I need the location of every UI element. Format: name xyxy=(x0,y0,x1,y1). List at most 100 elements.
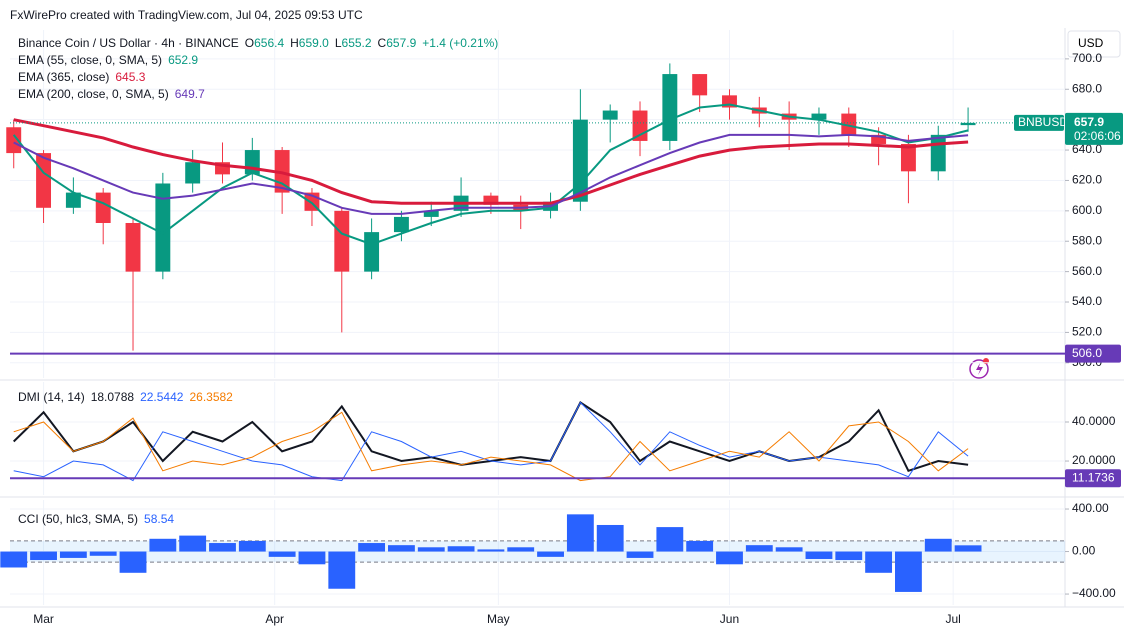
cci-bar xyxy=(0,551,28,568)
cci-bar xyxy=(954,545,982,552)
quote-key: H xyxy=(290,36,299,50)
pane: 400.00 0.00 −400.00 xyxy=(0,500,1116,605)
indicator-line xyxy=(13,401,969,482)
candle-body xyxy=(393,216,409,233)
legend: DMI (14, 14) 18.0788 22.5442 26.3582 xyxy=(18,390,239,407)
y-tick-label: 400.00 xyxy=(1072,501,1109,515)
legend: Binance Coin / US Dollar · 4h · BINANCE O… xyxy=(18,36,504,104)
legend-entry: EMA (200, close, 0, SMA, 5) xyxy=(18,87,169,101)
y-tick-label: 560.0 xyxy=(1072,264,1102,278)
cci-bar xyxy=(298,551,326,565)
y-tick-label: 580.0 xyxy=(1072,233,1102,247)
x-tick-label: May xyxy=(487,612,510,626)
candle-body xyxy=(841,113,857,135)
x-tick-label: Mar xyxy=(33,612,54,626)
x-tick-label: Jul xyxy=(945,612,960,626)
cci-bar xyxy=(388,545,415,552)
currency: USD xyxy=(1078,36,1104,50)
quote-value: 657.9 xyxy=(386,36,417,50)
candle-body xyxy=(6,127,22,154)
legend-row: DMI (14, 14) 18.0788 22.5442 26.3582 xyxy=(18,390,239,407)
y-tick-label: 620.0 xyxy=(1072,173,1102,187)
candle-body xyxy=(662,74,678,141)
cci-bar xyxy=(238,540,266,552)
cci-bar xyxy=(865,551,893,573)
countdown: 02:06:06 xyxy=(1074,129,1121,143)
legend-value: 58.54 xyxy=(144,512,175,526)
legend-value: 18.0788 xyxy=(90,390,135,404)
y-tick-label: 680.0 xyxy=(1072,81,1102,95)
cci-bar xyxy=(507,547,535,552)
cci-bar xyxy=(924,538,952,552)
cci-bar xyxy=(537,551,564,557)
cci-bar xyxy=(596,524,624,552)
cci-bar xyxy=(626,551,654,558)
candle-body xyxy=(871,134,887,144)
candle-body xyxy=(572,119,588,202)
x-tick-label: Jun xyxy=(720,612,739,626)
y-tick-label: 520.0 xyxy=(1072,325,1102,339)
legend-row: EMA (365, close) 645.3 xyxy=(18,70,504,87)
y-tick-label: 0.00 xyxy=(1072,544,1096,558)
cci-bar xyxy=(686,540,714,552)
hline-label: 506.0 xyxy=(1072,346,1102,360)
currency-box[interactable] xyxy=(1067,30,1121,58)
cci-bar xyxy=(328,551,356,589)
candle-body xyxy=(65,192,81,208)
candle-body xyxy=(185,162,201,184)
ema-line xyxy=(12,103,969,246)
candle-body xyxy=(334,210,350,272)
quote-key: O xyxy=(244,36,255,50)
y-tick-label: 20.0000 xyxy=(1072,453,1116,467)
quote-key: L xyxy=(334,36,342,50)
candle-body xyxy=(930,134,946,172)
candle-body xyxy=(364,232,380,272)
pane: 500.0520.0540.0560.0580.0600.0620.0640.0… xyxy=(6,30,1102,378)
ema-line xyxy=(13,133,969,215)
quote-key: C xyxy=(377,36,387,50)
quote-value: 659.0 xyxy=(298,36,329,50)
candle-body xyxy=(900,143,916,172)
y-tick-label: 600.0 xyxy=(1072,203,1102,217)
y-tick-label: 640.0 xyxy=(1072,142,1102,156)
candle-body xyxy=(483,195,499,205)
candle-body xyxy=(244,150,260,175)
symbol-box xyxy=(1014,114,1064,131)
candle-body xyxy=(960,122,976,126)
hline-label-box xyxy=(1065,344,1121,363)
y-tick-label: 540.0 xyxy=(1072,294,1102,308)
cci-bar xyxy=(209,543,236,552)
price-box xyxy=(1065,112,1123,145)
change: +1.4 (+0.21%) xyxy=(422,36,499,50)
legend-row: EMA (200, close, 0, SMA, 5) 649.7 xyxy=(18,87,504,104)
legend-value: 652.9 xyxy=(168,53,199,67)
x-tick-label: Apr xyxy=(265,612,284,626)
cci-bar xyxy=(417,547,445,552)
cci-bar xyxy=(30,551,57,561)
legend-value: 649.7 xyxy=(174,87,205,101)
candle-body xyxy=(36,153,52,208)
cci-bar xyxy=(805,551,833,559)
legend-value: 645.3 xyxy=(115,70,146,84)
cci-bar xyxy=(835,551,863,561)
symbol-label: BNBUSD xyxy=(1018,115,1068,129)
candle-body xyxy=(125,222,141,272)
candle-body xyxy=(423,210,439,217)
legend-value: 22.5442 xyxy=(140,390,184,404)
indicator-title: CCI (50, hlc3, SMA, 5) xyxy=(18,512,139,526)
indicator-title: DMI (14, 14) xyxy=(18,390,85,404)
candle-body xyxy=(602,110,618,120)
cci-bar xyxy=(149,538,177,552)
quote-value: 655.2 xyxy=(341,36,372,50)
ema-line xyxy=(13,118,969,205)
legend-entry: EMA (365, close) xyxy=(18,70,110,84)
cci-bar xyxy=(89,551,117,556)
y-tick-label: 40.0000 xyxy=(1072,414,1116,428)
legend-value: 26.3582 xyxy=(189,390,233,404)
cci-bar xyxy=(268,551,296,557)
hline-label: 11.1736 xyxy=(1072,470,1115,484)
legend-entry: EMA (55, close, 0, SMA, 5) xyxy=(18,53,163,67)
legend-row: EMA (55, close, 0, SMA, 5) 652.9 xyxy=(18,53,504,70)
